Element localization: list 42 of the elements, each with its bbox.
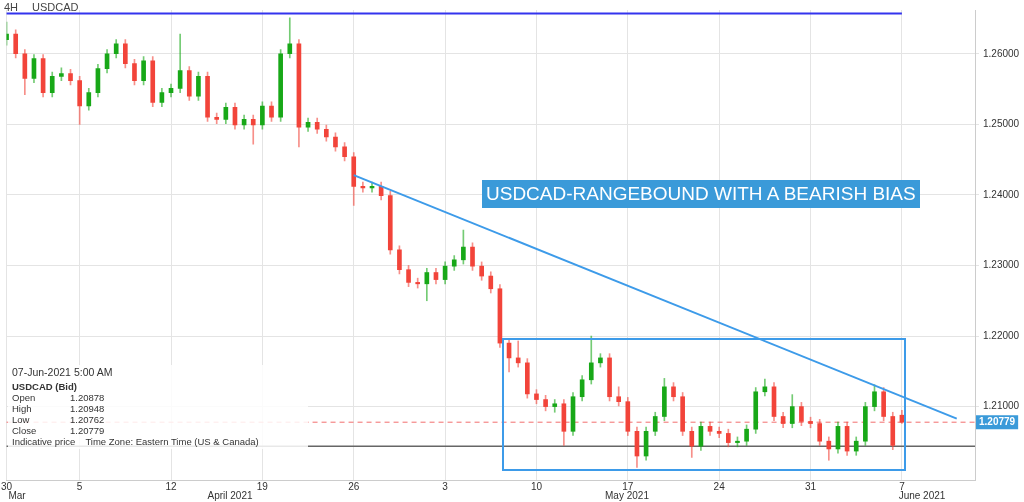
text: April 2021	[207, 490, 253, 501]
y-tick-label: 1.25000	[983, 118, 1020, 130]
candlestick	[250, 114, 256, 145]
y-tick-label: 1.21000	[983, 400, 1020, 412]
x-tick-label: 17	[622, 480, 634, 492]
annotation: Open	[12, 392, 37, 403]
x-tick-label: 31	[804, 480, 817, 492]
text: June 2021	[898, 490, 946, 501]
annotation: USDCAD	[32, 1, 79, 13]
annotation: Indicative price	[12, 436, 76, 447]
annotation: USDCAD (Bid)	[12, 381, 77, 392]
y-tick-label: 1.23000	[983, 259, 1020, 271]
y-tick-label: 1.24000	[983, 188, 1020, 200]
annotation: 1.20779	[70, 425, 105, 436]
text: May 2021	[605, 490, 649, 501]
annotation: 1.20762	[70, 414, 105, 425]
x-tick-label: 30	[1, 480, 13, 492]
annotation: 1.20948	[70, 403, 105, 414]
ref-line-label: 1.20779	[979, 415, 1016, 427]
x-tick-label: 3	[442, 480, 449, 492]
annotation: 4H	[4, 1, 19, 13]
text: USDCAD-RANGEBOUND WITH A BEARISH BIAS	[482, 180, 920, 208]
annotation: High	[12, 403, 33, 414]
x-tick-label: 7	[899, 480, 906, 492]
annotation: Time Zone: Eastern Time (US & Canada)	[85, 436, 259, 447]
annotation: Close	[12, 425, 38, 436]
annotation: 1.20878	[70, 392, 105, 403]
candlestick	[415, 277, 421, 289]
x-tick-label: 26	[348, 480, 360, 492]
y-tick-label: 1.22000	[983, 329, 1020, 341]
x-tick-label: 24	[713, 480, 726, 492]
candlestick	[552, 399, 558, 413]
candlestick	[287, 17, 293, 59]
x-tick-label: 19	[256, 480, 269, 492]
x-tick-label: 10	[530, 480, 543, 492]
y-tick-label: 1.26000	[983, 47, 1020, 59]
text: Mar	[8, 490, 26, 501]
candlestick	[515, 340, 521, 368]
x-tick-label: 5	[76, 480, 83, 492]
annotation: Low	[12, 414, 31, 425]
annotation: 07-Jun-2021 5:00 AM	[12, 366, 113, 378]
x-tick-label: 12	[165, 480, 178, 492]
